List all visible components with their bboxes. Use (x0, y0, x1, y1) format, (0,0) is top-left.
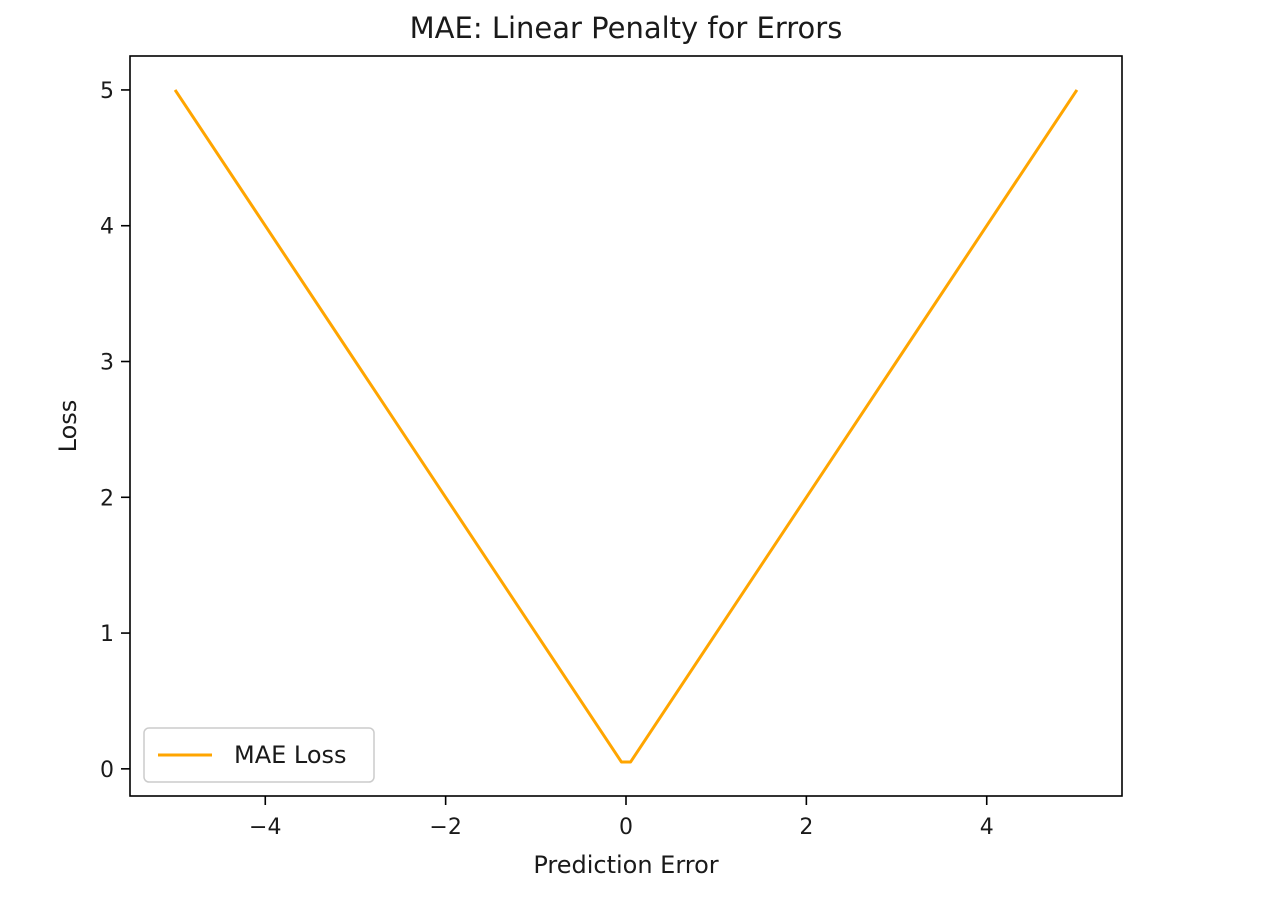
x-tick-label: 4 (980, 815, 994, 840)
legend: MAE Loss (143, 727, 375, 783)
y-tick-label: 2 (100, 486, 114, 511)
plot-frame (129, 55, 1123, 797)
chart-title: MAE: Linear Penalty for Errors (410, 11, 843, 45)
x-tick-label: 0 (619, 815, 633, 840)
y-tick-label: 4 (100, 215, 114, 240)
x-tick-label: −4 (249, 815, 281, 840)
y-axis: 0 1 2 3 4 5 (100, 79, 130, 783)
y-tick-label: 1 (100, 622, 114, 647)
y-tick-label: 5 (100, 79, 114, 104)
legend-box (143, 727, 375, 783)
x-tick-label: −2 (429, 815, 461, 840)
y-axis-label: Loss (54, 400, 82, 453)
y-tick-label: 0 (100, 758, 114, 783)
x-axis-label: Prediction Error (533, 851, 718, 879)
x-axis: −4 −2 0 2 4 (249, 796, 994, 840)
y-tick-label: 3 (100, 351, 114, 376)
x-tick-label: 2 (799, 815, 813, 840)
series-line (173, 89, 1079, 764)
legend-label: MAE Loss (234, 741, 347, 769)
plot-layer (173, 89, 1079, 764)
